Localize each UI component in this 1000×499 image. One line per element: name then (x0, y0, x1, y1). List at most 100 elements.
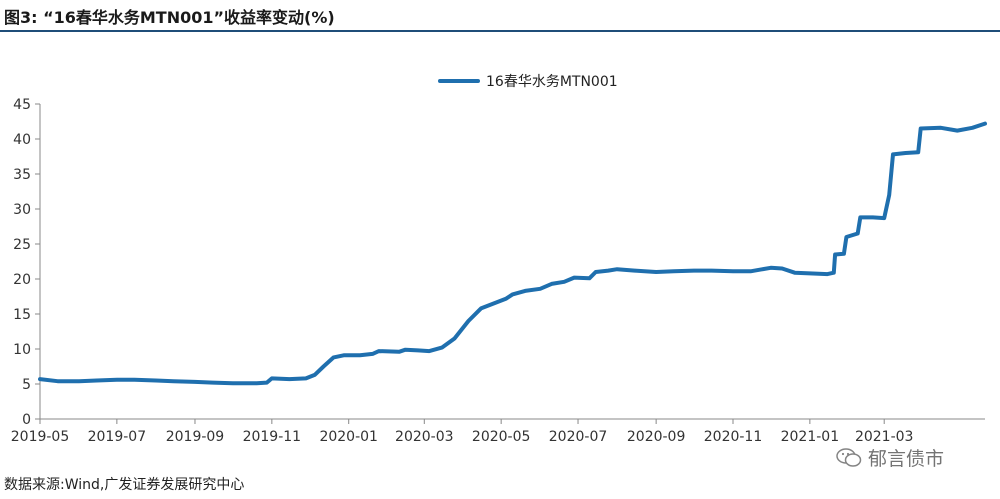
series-line (38, 121, 987, 386)
data-point (856, 232, 859, 235)
watermark: 郁言债市 (836, 444, 944, 471)
data-point (749, 270, 752, 273)
x-tick-label: 2021-03 (855, 429, 914, 445)
data-point (155, 379, 157, 382)
data-point (505, 297, 508, 300)
data-point (956, 129, 959, 132)
x-tick-label: 2020-03 (395, 429, 454, 445)
wechat-icon (836, 447, 862, 467)
data-point (809, 272, 811, 275)
data-point (971, 127, 974, 129)
data-point (904, 152, 907, 154)
y-tick-label: 15 (13, 307, 31, 323)
data-point (56, 380, 59, 383)
y-tick-label: 5 (22, 377, 31, 393)
data-point (872, 216, 874, 219)
data-point (550, 283, 553, 285)
data-point (133, 379, 136, 381)
data-point (892, 153, 894, 156)
data-point (404, 348, 407, 351)
data-point (480, 307, 482, 310)
data-point (843, 253, 845, 255)
x-tick-label: 2019-05 (11, 429, 70, 445)
data-point (940, 127, 942, 129)
data-point (919, 127, 922, 130)
data-point (732, 270, 734, 273)
data-point (288, 378, 291, 380)
data-point (826, 273, 829, 275)
x-tick-label: 2020-11 (704, 429, 763, 445)
data-point (95, 379, 98, 382)
data-point (594, 271, 597, 273)
data-point (322, 365, 325, 368)
x-tick-label: 2019-07 (88, 429, 147, 445)
data-point (492, 302, 495, 305)
data-point (332, 356, 335, 359)
data-point (511, 293, 514, 296)
data-point (834, 253, 836, 256)
y-tick-label: 40 (13, 132, 31, 148)
data-point (359, 354, 361, 357)
x-tick-label: 2020-09 (627, 429, 686, 445)
data-point (770, 267, 772, 269)
data-point (859, 216, 862, 219)
data-point (917, 151, 919, 154)
data-point (441, 346, 443, 349)
data-point (116, 379, 118, 381)
y-tick-label: 25 (13, 237, 31, 253)
source-note: 数据来源:Wind,广发证券发展研究中心 (4, 477, 245, 493)
x-tick-label: 2019-09 (166, 429, 225, 445)
x-tick-label: 2020-01 (319, 429, 378, 445)
data-point (710, 269, 713, 272)
data-point (194, 381, 196, 383)
data-point (984, 122, 986, 125)
data-point (398, 351, 400, 353)
data-point (417, 349, 419, 352)
yield-line-chart: 0 5 10 15 20 25 30 35 40 45 2019-05 2019-07 2019-09 2… (11, 74, 987, 445)
data-point (305, 377, 307, 380)
data-point (883, 217, 885, 219)
data-point (539, 288, 541, 290)
y-tick-label: 20 (13, 272, 31, 288)
data-point (616, 268, 618, 270)
data-point (371, 353, 374, 355)
y-tick-label: 30 (13, 202, 31, 218)
data-point (781, 267, 783, 270)
data-point (673, 270, 675, 273)
data-point (655, 271, 657, 273)
data-point (607, 269, 610, 272)
data-point (342, 354, 345, 357)
data-point (255, 382, 258, 385)
data-point (232, 382, 234, 385)
data-point (588, 277, 591, 280)
legend-label: 16春华水务MTN001 (486, 74, 618, 90)
data-point (573, 276, 575, 279)
y-tick-label: 45 (13, 97, 31, 113)
data-point (793, 271, 796, 274)
data-point (266, 381, 268, 384)
data-point (845, 236, 848, 238)
x-tick-label: 2020-05 (472, 429, 531, 445)
figure-title-bar: 图3: “16春华水务MTN001”收益率变动(%) (0, 0, 1000, 32)
data-point (633, 269, 636, 272)
data-point (428, 350, 431, 352)
data-point (39, 378, 41, 380)
x-tick-label: 2020-07 (549, 429, 608, 445)
data-point (453, 337, 456, 340)
data-point (378, 350, 380, 352)
y-tick-label: 10 (13, 342, 31, 358)
data-point (693, 269, 695, 272)
data-point (467, 320, 470, 322)
data-point (211, 381, 214, 384)
x-tick-label: 2019-11 (243, 429, 302, 445)
data-point (78, 380, 80, 383)
data-point (271, 377, 273, 380)
y-tick-label: 0 (22, 412, 31, 428)
data-point (563, 281, 565, 283)
figure-title: 图3: “16春华水务MTN001”收益率变动(%) (4, 8, 335, 27)
y-tick-label: 35 (13, 167, 31, 183)
data-point (524, 290, 526, 292)
data-point (172, 380, 175, 383)
data-point (888, 194, 890, 196)
data-point (313, 374, 316, 376)
